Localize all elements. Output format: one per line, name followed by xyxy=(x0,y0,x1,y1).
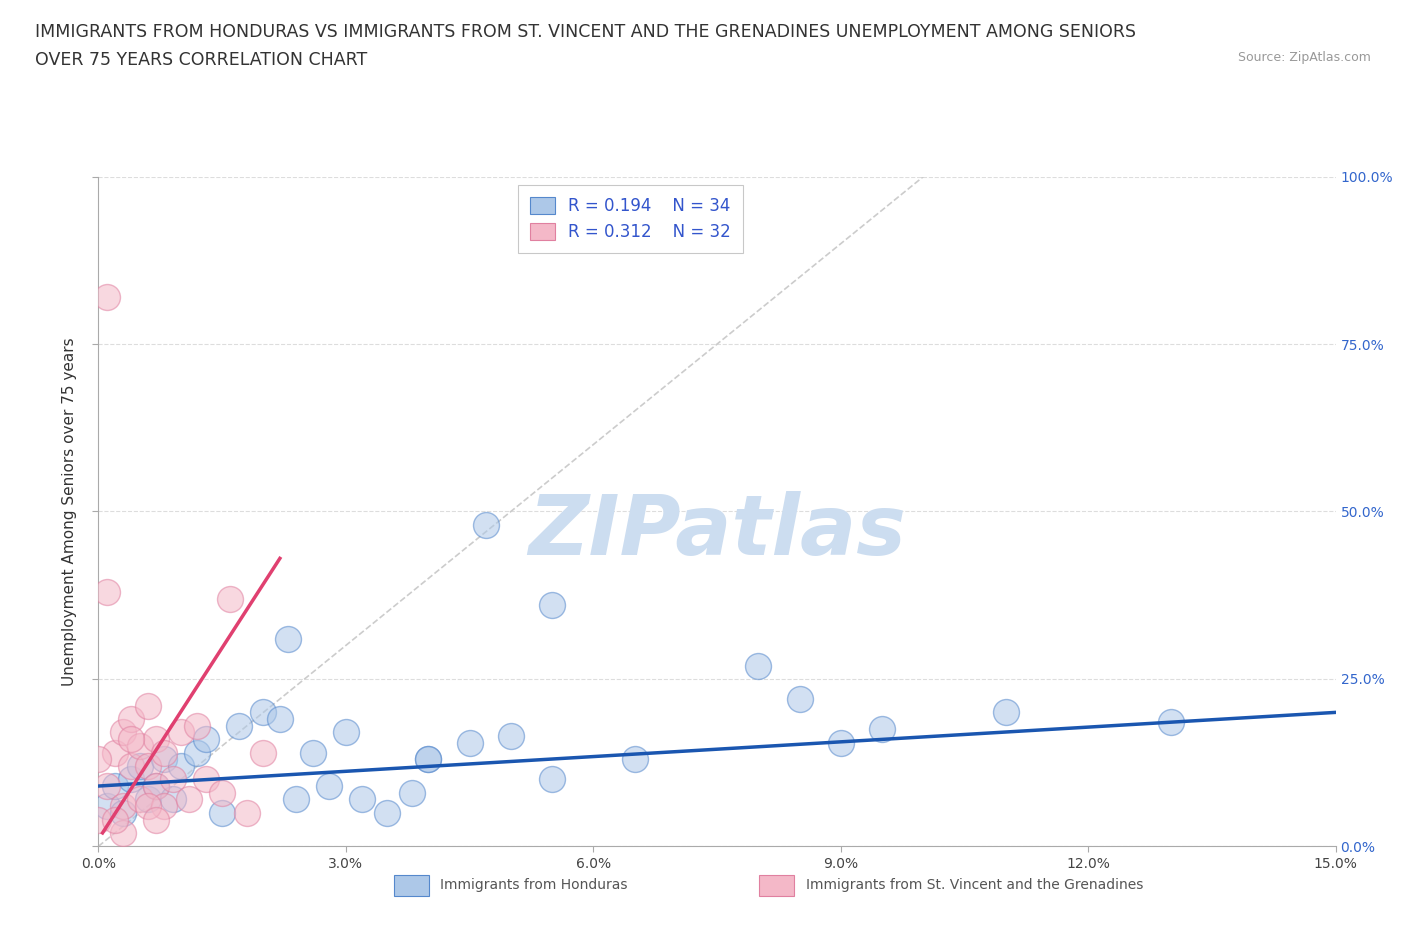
Point xyxy=(269,711,291,726)
Point xyxy=(219,591,242,606)
Point xyxy=(128,792,150,807)
Point xyxy=(112,826,135,841)
Point xyxy=(179,792,201,807)
Point xyxy=(418,751,440,766)
Point xyxy=(162,772,184,787)
Text: OVER 75 YEARS CORRELATION CHART: OVER 75 YEARS CORRELATION CHART xyxy=(35,51,367,69)
Point xyxy=(104,778,127,793)
Point xyxy=(285,792,308,807)
Point xyxy=(541,598,564,613)
Point xyxy=(136,759,159,774)
Point xyxy=(112,805,135,820)
Point xyxy=(145,732,167,747)
Point xyxy=(186,718,208,733)
Point xyxy=(120,711,142,726)
Text: ZIPatlas: ZIPatlas xyxy=(529,491,905,572)
Point xyxy=(194,772,217,787)
Point xyxy=(87,751,110,766)
Point xyxy=(128,738,150,753)
Point xyxy=(870,722,893,737)
Point xyxy=(211,785,233,800)
Legend: R = 0.194    N = 34, R = 0.312    N = 32: R = 0.194 N = 34, R = 0.312 N = 32 xyxy=(519,185,742,253)
Point xyxy=(335,725,357,740)
Point xyxy=(136,792,159,807)
Point xyxy=(145,778,167,793)
Point xyxy=(789,692,811,707)
Point xyxy=(211,805,233,820)
Point xyxy=(112,799,135,814)
Point xyxy=(120,759,142,774)
Point xyxy=(747,658,769,673)
Point xyxy=(277,631,299,646)
Point xyxy=(153,751,176,766)
Point xyxy=(153,799,176,814)
Point xyxy=(228,718,250,733)
Text: IMMIGRANTS FROM HONDURAS VS IMMIGRANTS FROM ST. VINCENT AND THE GRENADINES UNEMP: IMMIGRANTS FROM HONDURAS VS IMMIGRANTS F… xyxy=(35,23,1136,41)
Point xyxy=(145,812,167,827)
Point xyxy=(499,728,522,743)
Point xyxy=(170,759,193,774)
Point xyxy=(302,745,325,760)
Point xyxy=(96,799,118,814)
Point xyxy=(252,705,274,720)
Point xyxy=(186,745,208,760)
Point xyxy=(128,759,150,774)
Point xyxy=(418,751,440,766)
Point xyxy=(104,745,127,760)
Point xyxy=(96,778,118,793)
Point xyxy=(87,812,110,827)
Point xyxy=(136,799,159,814)
Point xyxy=(236,805,259,820)
Point xyxy=(252,745,274,760)
Point xyxy=(401,785,423,800)
Text: Immigrants from St. Vincent and the Grenadines: Immigrants from St. Vincent and the Gren… xyxy=(806,878,1143,893)
Point xyxy=(375,805,398,820)
Point xyxy=(994,705,1017,720)
Point xyxy=(1160,715,1182,730)
Point xyxy=(96,584,118,599)
Point xyxy=(475,517,498,532)
Point xyxy=(104,812,127,827)
Point xyxy=(458,735,481,750)
Point xyxy=(170,725,193,740)
Point xyxy=(318,778,340,793)
Point xyxy=(541,772,564,787)
Y-axis label: Unemployment Among Seniors over 75 years: Unemployment Among Seniors over 75 years xyxy=(62,338,77,685)
Point xyxy=(145,778,167,793)
Point xyxy=(623,751,645,766)
Point xyxy=(136,698,159,713)
Point xyxy=(120,732,142,747)
Point xyxy=(352,792,374,807)
Point xyxy=(120,772,142,787)
Point xyxy=(96,290,118,305)
Point xyxy=(153,745,176,760)
Point xyxy=(162,792,184,807)
Point xyxy=(194,732,217,747)
Text: Source: ZipAtlas.com: Source: ZipAtlas.com xyxy=(1237,51,1371,64)
Point xyxy=(112,725,135,740)
Text: Immigrants from Honduras: Immigrants from Honduras xyxy=(440,878,627,893)
Point xyxy=(830,735,852,750)
